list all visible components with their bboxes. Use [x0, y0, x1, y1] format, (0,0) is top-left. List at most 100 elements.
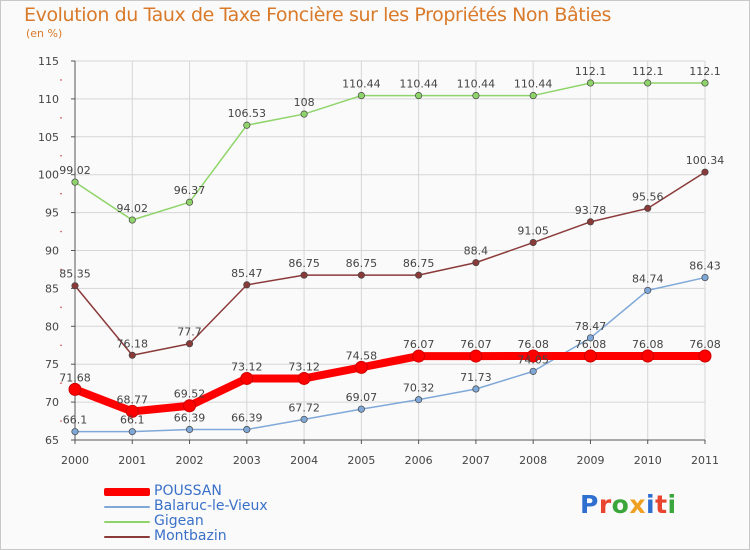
- data-point: [644, 79, 652, 87]
- data-label: 78.47: [575, 320, 607, 333]
- data-point: [68, 382, 82, 396]
- legend-swatch: [104, 506, 150, 508]
- unit-label: (en %): [26, 27, 63, 40]
- data-point: [183, 399, 197, 413]
- data-label: 76.18: [117, 337, 149, 350]
- data-point: [529, 367, 537, 375]
- logo-letter: i: [667, 490, 677, 519]
- data-point: [586, 334, 595, 342]
- data-point: [644, 204, 652, 212]
- data-label: 96.37: [174, 184, 206, 197]
- data-point: [526, 349, 540, 363]
- x-tick-label: 2004: [290, 454, 318, 467]
- data-label: 110.44: [342, 78, 381, 91]
- data-label: 95.56: [632, 190, 664, 203]
- data-point: [354, 360, 368, 374]
- data-label: 110.44: [399, 78, 438, 91]
- data-label: 74.58: [346, 349, 378, 362]
- data-label: 85.35: [59, 268, 91, 281]
- data-label: 66.1: [63, 414, 88, 427]
- data-label: 85.47: [231, 267, 263, 280]
- logo-letter: r: [598, 490, 612, 519]
- data-label: 77.7: [177, 326, 202, 339]
- y-tick-label: 100: [38, 169, 59, 182]
- y-tick-label: 80: [45, 320, 59, 333]
- proxiti-logo: Proxiti: [580, 490, 677, 519]
- data-label: 66.1: [120, 414, 145, 427]
- data-label: 112.1: [575, 65, 607, 78]
- data-label: 68.77: [117, 393, 149, 406]
- data-point: [128, 216, 136, 224]
- series-layer: [68, 79, 712, 436]
- data-label: 76.07: [460, 338, 492, 351]
- legend-swatch: [104, 536, 150, 538]
- data-label: 69.07: [346, 391, 378, 404]
- logo-letter: t: [655, 490, 668, 519]
- data-label: 88.4: [464, 245, 489, 258]
- logo-letter: P: [580, 490, 599, 519]
- data-point: [71, 282, 79, 290]
- legend-label: Balaruc-le-Vieux: [154, 498, 268, 514]
- x-tick-label: 2002: [176, 454, 204, 467]
- y-tick-label: 85: [45, 282, 59, 295]
- data-label: 76.08: [689, 338, 721, 351]
- data-point: [583, 349, 597, 363]
- data-label: 71.68: [59, 371, 91, 384]
- data-point: [185, 198, 194, 206]
- legend-label: Gigean: [154, 513, 204, 529]
- x-tick-label: 2003: [233, 454, 261, 467]
- x-tick-label: 2006: [405, 454, 433, 467]
- y-minor-dot: [60, 117, 62, 119]
- data-label: 84.74: [632, 272, 664, 285]
- data-label: 94.02: [117, 202, 149, 215]
- data-point: [641, 349, 655, 363]
- legend-swatch: [104, 521, 150, 523]
- data-label: 76.08: [575, 338, 607, 351]
- data-label: 86.75: [288, 257, 320, 270]
- data-label: 73.12: [231, 360, 263, 373]
- data-label: 99.02: [59, 164, 91, 177]
- data-point: [415, 396, 423, 404]
- data-point: [357, 405, 365, 413]
- y-minor-dot: [60, 382, 62, 384]
- y-minor-dot: [60, 79, 62, 81]
- y-minor-dot: [60, 230, 62, 233]
- data-label: 76.07: [403, 338, 435, 351]
- data-label-layer: 71.68 68.77 69.52 73.12 73.12 74.58 76.07 76.07…: [59, 65, 724, 427]
- data-label: 76.08: [517, 338, 549, 351]
- line-chart: 65 70 75 80 85 90 95 100 105 110 115 2000 2001 2002 20…: [38, 55, 724, 467]
- y-tick-label: 115: [38, 55, 59, 68]
- data-point: [128, 351, 136, 359]
- data-point: [71, 178, 79, 186]
- chart-title: Evolution du Taux de Taxe Foncière sur l…: [24, 4, 612, 26]
- data-label: 86.75: [346, 257, 378, 270]
- data-label: 71.73: [460, 371, 492, 384]
- data-point: [586, 79, 595, 87]
- data-point: [529, 92, 537, 100]
- data-label: 70.32: [403, 382, 435, 395]
- data-point: [243, 121, 251, 129]
- y-minor-dot: [60, 306, 62, 309]
- data-point: [243, 281, 251, 289]
- data-label: 112.1: [689, 65, 721, 78]
- logo-letter: x: [629, 490, 646, 519]
- y-minor-dot: [60, 344, 62, 347]
- data-point: [240, 371, 254, 385]
- x-tick-label: 2007: [462, 454, 490, 467]
- data-label: 86.43: [689, 260, 721, 273]
- x-tick-label: 2008: [519, 454, 547, 467]
- data-label: 100.34: [686, 154, 725, 167]
- data-point: [472, 385, 480, 393]
- data-label: 76.08: [632, 338, 664, 351]
- data-label: 69.52: [174, 388, 206, 401]
- grid-layer: [74, 60, 706, 441]
- series-line-0: [71, 352, 709, 416]
- data-point: [412, 349, 426, 363]
- data-point: [357, 92, 365, 100]
- y-tick-label: 95: [45, 207, 59, 220]
- data-point: [415, 92, 423, 100]
- y-minor-dot: [60, 154, 62, 157]
- series-line-2: [74, 82, 706, 221]
- data-point: [701, 79, 709, 87]
- data-point: [71, 428, 79, 436]
